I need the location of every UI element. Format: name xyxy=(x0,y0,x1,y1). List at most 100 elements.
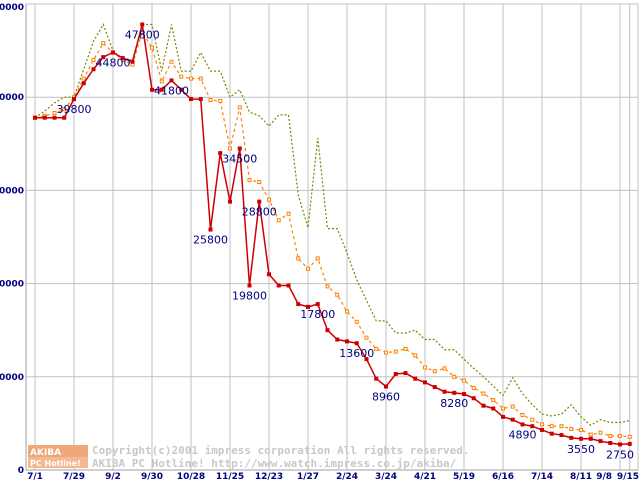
x-tick-label: 6/16 xyxy=(492,472,514,480)
series-min-point xyxy=(120,56,125,61)
series-average-point xyxy=(393,349,398,354)
x-tick-label: 4/21 xyxy=(414,472,436,480)
series-min-point xyxy=(325,328,330,333)
series-average-point xyxy=(335,292,340,297)
x-tick-label: 8/11 xyxy=(570,472,592,480)
series-min-point xyxy=(169,78,174,83)
logo-top-bg xyxy=(28,445,88,457)
series-average-point xyxy=(169,59,174,64)
series-average-point xyxy=(627,434,632,439)
watermark-copyright: Copyright(c)2001 impress corporation All… xyxy=(92,444,470,457)
series-min-point xyxy=(354,341,359,346)
series-min-point xyxy=(501,414,505,419)
series-average-point xyxy=(218,98,223,103)
series-min-point xyxy=(81,81,86,86)
series-min-point xyxy=(452,390,457,395)
series-average-point xyxy=(257,180,262,185)
series-min-point xyxy=(364,357,369,362)
series-min-point xyxy=(159,87,164,92)
series-average-point xyxy=(286,211,291,216)
series-min-point xyxy=(569,435,574,440)
series-min-point xyxy=(140,22,145,27)
series-average-point xyxy=(510,404,515,409)
x-tick-label: 2/24 xyxy=(336,472,358,480)
series-min-point xyxy=(267,272,271,277)
series-min-point xyxy=(237,146,242,151)
series-min-point xyxy=(393,372,398,377)
data-label: 34500 xyxy=(222,152,257,165)
x-tick-label: 9/30 xyxy=(141,472,163,480)
series-average-point xyxy=(384,350,388,355)
series-min-point xyxy=(218,151,223,156)
series-average-point xyxy=(540,422,544,427)
series-min-point xyxy=(33,115,37,120)
series-average-point xyxy=(452,374,457,379)
series-average-point xyxy=(179,74,184,79)
series-min-point xyxy=(491,406,496,411)
series-min-point xyxy=(315,302,320,307)
series-average-point xyxy=(598,430,603,435)
data-label: 8960 xyxy=(372,390,400,403)
series-min-point xyxy=(247,283,252,288)
x-tick-label: 1/27 xyxy=(297,472,319,480)
series-average-point xyxy=(588,432,593,437)
series-min-point xyxy=(228,199,232,204)
data-label: 41800 xyxy=(154,84,189,97)
series-average-point xyxy=(442,366,447,371)
series-min-point xyxy=(442,389,447,394)
series-average-point xyxy=(189,76,193,81)
series-average-point xyxy=(237,105,242,110)
series-average-point xyxy=(462,378,466,383)
series-min-point xyxy=(306,304,310,309)
series-min-point xyxy=(598,439,603,444)
watermark-logo-top: AKIBA xyxy=(30,448,61,458)
series-average-point xyxy=(501,406,505,411)
x-tick-label: 9/8 xyxy=(596,472,612,480)
data-label: 8280 xyxy=(440,397,468,410)
series-min-point xyxy=(540,427,544,432)
series-min-point xyxy=(101,55,106,60)
series-min-point xyxy=(72,97,76,102)
data-label: 17800 xyxy=(300,308,335,321)
logo-bottom-bg xyxy=(28,457,88,468)
series-min-point xyxy=(130,59,135,64)
plot-border xyxy=(25,3,639,471)
series-average-point xyxy=(62,107,67,112)
series-min-point xyxy=(549,431,554,436)
series-min-point xyxy=(296,302,301,307)
y-tick-label: 40000 xyxy=(0,93,24,103)
data-label: 3550 xyxy=(567,443,595,456)
data-label: 2750 xyxy=(606,448,634,461)
series-average-point xyxy=(296,256,301,261)
series-average-point xyxy=(423,365,427,370)
series-min-point xyxy=(608,440,613,445)
series-average-line xyxy=(34,30,630,438)
data-label: 47800 xyxy=(125,29,160,42)
series-min-point xyxy=(150,87,154,92)
series-min-point xyxy=(179,87,184,92)
data-label: 39800 xyxy=(57,103,92,116)
series-min-point xyxy=(276,283,281,288)
series-average-point xyxy=(228,146,232,151)
series-min-point xyxy=(384,384,388,389)
x-tick-label: 12/23 xyxy=(255,472,283,480)
series-average-point xyxy=(481,391,486,396)
series-average-point xyxy=(413,353,418,358)
series-min-point xyxy=(42,115,47,120)
series-average-point xyxy=(101,41,106,46)
series-min-point xyxy=(374,376,379,381)
series-average-point xyxy=(403,346,408,351)
series-average-point xyxy=(491,398,496,403)
series-average-point xyxy=(618,433,622,438)
series-average-point xyxy=(579,427,583,432)
series-average-point xyxy=(306,266,310,271)
series-min-point xyxy=(91,67,96,72)
series-min-point xyxy=(579,436,583,441)
series-average-point xyxy=(208,97,213,102)
series-min-point xyxy=(403,371,408,376)
series-average-point xyxy=(159,79,164,84)
series-max-line xyxy=(34,23,630,426)
x-tick-label: 11/25 xyxy=(216,472,244,480)
